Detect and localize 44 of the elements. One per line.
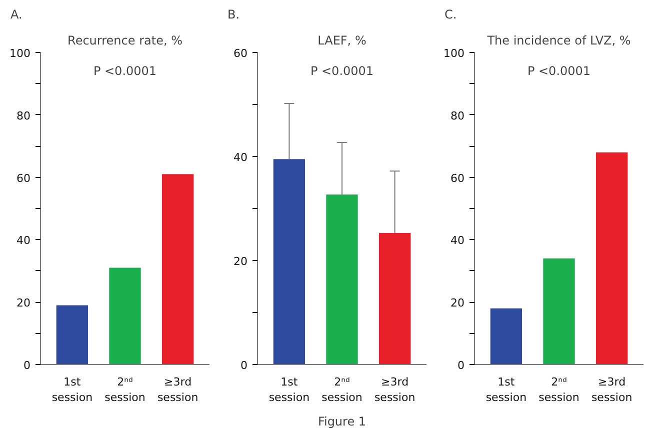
- bar: [543, 258, 575, 364]
- x-tick-label: 2ⁿᵈ session: [322, 376, 362, 404]
- y-tick-label: 40: [16, 234, 31, 248]
- chart-subtitle: Recurrence rate, %: [68, 34, 182, 48]
- y-tick-label: 0: [458, 359, 464, 372]
- y-tick-label: 20: [16, 296, 31, 310]
- y-tick-label: 80: [450, 109, 465, 122]
- chart-subtitle: The incidence of LVZ, %: [486, 34, 631, 48]
- y-tick-label: 0: [24, 359, 30, 372]
- y-tick-label: 80: [16, 109, 31, 122]
- x-tick-label: ≥3rd session: [591, 376, 632, 404]
- y-tick-label: 40: [450, 234, 465, 248]
- chart-subtitle: LAEF, %: [318, 34, 366, 48]
- x-tick-label: 2ⁿᵈ session: [104, 376, 146, 404]
- x-tick-label: 1st session: [486, 376, 527, 404]
- annotation: P <0.0001: [93, 64, 157, 78]
- x-tick-label: 1st session: [52, 376, 93, 404]
- x-tick-label: ≥3rd session: [374, 376, 416, 404]
- caption: Figure 1: [318, 414, 366, 428]
- bar: [162, 174, 194, 364]
- bar: [326, 194, 358, 364]
- x-tick-label: 2ⁿᵈ session: [538, 376, 580, 404]
- y-tick-label: 20: [450, 296, 465, 310]
- x-tick-label: ≥3rd session: [157, 376, 198, 404]
- x-tick-label: 1st session: [268, 376, 310, 404]
- y-tick-label: 100: [10, 47, 31, 60]
- bar: [56, 305, 88, 364]
- annotation: P <0.0001: [527, 64, 591, 78]
- bar: [378, 232, 411, 364]
- chart-title: C.: [444, 8, 457, 22]
- bar: [490, 308, 522, 364]
- y-tick-label: 60: [450, 172, 465, 185]
- y-tick-label: 40: [234, 151, 248, 164]
- y-tick-label: 0: [240, 359, 248, 372]
- y-tick-label: 100: [444, 47, 465, 60]
- bar: [109, 268, 141, 364]
- y-tick-label: 20: [234, 255, 248, 268]
- bar: [596, 152, 628, 364]
- chart-title: A.: [10, 8, 22, 22]
- bar: [273, 159, 306, 364]
- y-tick-label: 60: [234, 47, 248, 60]
- annotation: P <0.0001: [310, 64, 374, 78]
- y-tick-label: 60: [16, 172, 31, 185]
- chart-title: B.: [228, 8, 240, 22]
